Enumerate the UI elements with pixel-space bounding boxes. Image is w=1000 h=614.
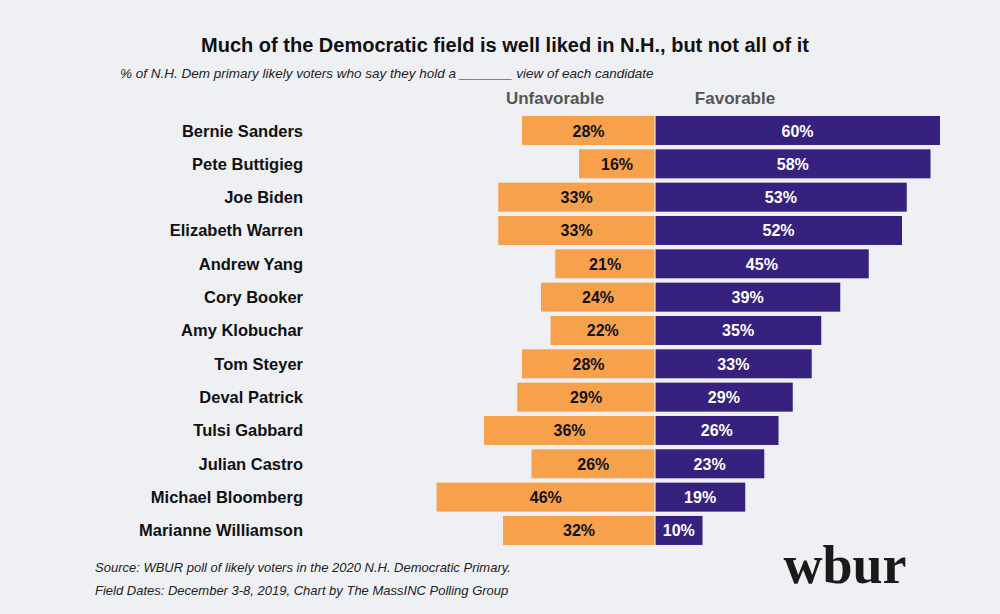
- data-label: 23%: [694, 456, 726, 473]
- data-label: 35%: [722, 322, 754, 339]
- data-label: 22%: [587, 322, 619, 339]
- data-label: 36%: [553, 422, 585, 439]
- unfavorable-bar: [579, 149, 655, 178]
- unfavorable-bar: [437, 483, 656, 512]
- category-label: Julian Castro: [198, 455, 303, 473]
- data-label: 16%: [601, 156, 633, 173]
- unfavorable-bar: [498, 183, 655, 212]
- source-note: Source: WBUR poll of likely voters in th…: [95, 560, 511, 575]
- category-label: Michael Bloomberg: [151, 488, 303, 506]
- data-label: 26%: [701, 422, 733, 439]
- category-label: Bernie Sanders: [182, 122, 303, 140]
- data-label: 28%: [572, 123, 604, 140]
- unfavorable-bar: [522, 349, 655, 378]
- series-header: Favorable: [695, 89, 775, 108]
- data-label: 24%: [582, 289, 614, 306]
- category-label: Joe Biden: [224, 188, 303, 206]
- logo: wbur: [783, 535, 906, 595]
- favorable-bar: [655, 516, 703, 545]
- category-label: Elizabeth Warren: [170, 221, 303, 239]
- background: [0, 0, 1000, 614]
- data-label: 52%: [762, 222, 794, 239]
- category-label: Tulsi Gabbard: [193, 421, 303, 439]
- unfavorable-bar: [503, 516, 655, 545]
- favorable-bar: [655, 116, 940, 145]
- favorable-bar: [655, 416, 779, 445]
- series-header: Unfavorable: [506, 89, 604, 108]
- favorable-bar: [655, 183, 907, 212]
- favorable-bar: [655, 149, 931, 178]
- title: Much of the Democratic field is well lik…: [201, 34, 809, 56]
- data-label: 21%: [589, 256, 621, 273]
- favorable-bar: [655, 316, 821, 345]
- data-label: 46%: [530, 489, 562, 506]
- bars: [437, 116, 941, 545]
- zero-line: [655, 114, 656, 547]
- chart: Much of the Democratic field is well lik…: [0, 0, 1000, 614]
- data-label: 10%: [663, 522, 695, 539]
- data-label: 26%: [577, 456, 609, 473]
- category-label: Pete Buttigieg: [192, 155, 303, 173]
- data-label: 45%: [746, 256, 778, 273]
- unfavorable-bar: [498, 216, 655, 245]
- data-label: 29%: [570, 389, 602, 406]
- favorable-bar: [655, 283, 840, 312]
- data-label: 29%: [708, 389, 740, 406]
- favorable-bar: [655, 383, 793, 412]
- data-label: 32%: [563, 522, 595, 539]
- unfavorable-bar: [555, 249, 655, 278]
- data-label: 39%: [732, 289, 764, 306]
- data-label: 33%: [561, 189, 593, 206]
- category-label: Cory Booker: [204, 288, 304, 306]
- data-label: 33%: [717, 356, 749, 373]
- category-label: Deval Patrick: [199, 388, 303, 406]
- unfavorable-bar: [551, 316, 656, 345]
- category-label: Tom Steyer: [214, 355, 303, 373]
- favorable-bar: [655, 349, 812, 378]
- unfavorable-bar: [532, 449, 656, 478]
- subtitle: % of N.H. Dem primary likely voters who …: [120, 66, 654, 81]
- data-label: 28%: [572, 356, 604, 373]
- category-label: Marianne Williamson: [139, 521, 303, 539]
- labels: Bernie Sanders 28% 60% Pete Buttigieg 16% 58%…: [139, 122, 813, 540]
- field-dates-note: Field Dates: December 3-8, 2019, Chart b…: [95, 583, 508, 598]
- data-label: 58%: [777, 156, 809, 173]
- favorable-bar: [655, 249, 869, 278]
- data-label: 33%: [561, 222, 593, 239]
- category-label: Andrew Yang: [199, 255, 303, 273]
- favorable-bar: [655, 216, 902, 245]
- data-label: 60%: [781, 123, 813, 140]
- unfavorable-bar: [541, 283, 655, 312]
- data-label: 19%: [684, 489, 716, 506]
- favorable-bar: [655, 449, 764, 478]
- data-label: 53%: [765, 189, 797, 206]
- unfavorable-bar: [484, 416, 655, 445]
- favorable-bar: [655, 483, 745, 512]
- category-label: Amy Klobuchar: [181, 321, 304, 339]
- unfavorable-bar: [517, 383, 655, 412]
- unfavorable-bar: [522, 116, 655, 145]
